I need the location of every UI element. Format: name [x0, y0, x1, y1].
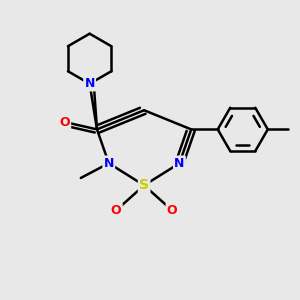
Text: O: O — [167, 204, 177, 217]
Text: O: O — [111, 204, 122, 217]
Text: N: N — [174, 157, 184, 170]
Text: S: S — [139, 178, 149, 192]
Text: N: N — [85, 77, 95, 90]
Text: N: N — [103, 157, 114, 170]
Text: O: O — [59, 116, 70, 128]
